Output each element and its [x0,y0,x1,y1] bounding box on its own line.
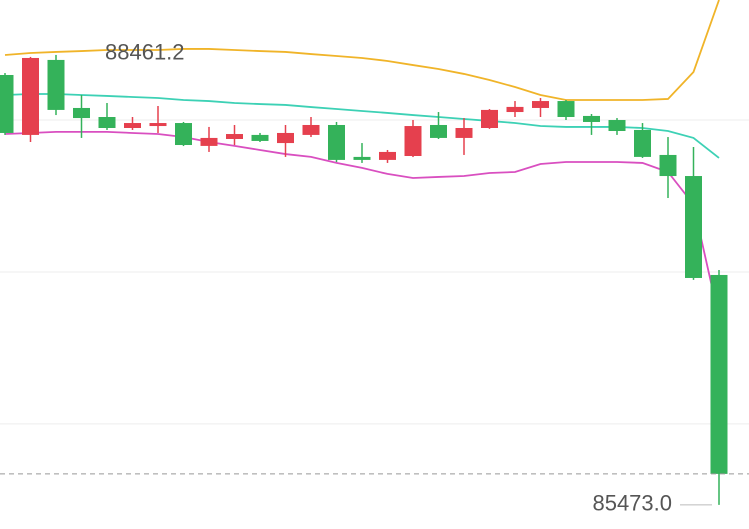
candle-body [557,101,575,118]
candle-body [685,176,702,278]
candle-body [47,59,65,110]
candle-body [506,106,524,113]
candle-body [251,134,269,141]
candle-body [583,115,600,122]
candle-body [608,120,626,132]
candle-body [634,129,651,157]
candle-body [328,124,345,160]
band-line [4,131,720,319]
candle-body [455,127,473,138]
candle-body [124,123,141,128]
band-line [4,0,720,101]
candle-body [710,274,728,474]
candle-body [175,123,192,146]
candle-body [73,107,90,119]
candle-body [98,117,116,128]
candle-body [0,74,14,133]
candle-body [379,151,396,160]
candle-body [22,57,39,135]
candle-body [277,132,294,144]
candle-body [149,123,167,127]
low-label: 85473.0 [592,491,672,516]
candle-body [200,137,218,146]
candle-body [430,124,447,138]
candle-body [532,101,549,108]
high-label: 88461.2 [105,40,185,65]
candle-body [404,126,422,157]
candle-body [302,124,320,135]
candle-body [659,154,677,177]
candle-body [226,134,243,139]
candle-body [481,109,498,128]
band-line [4,93,720,159]
candle-body [353,156,371,160]
